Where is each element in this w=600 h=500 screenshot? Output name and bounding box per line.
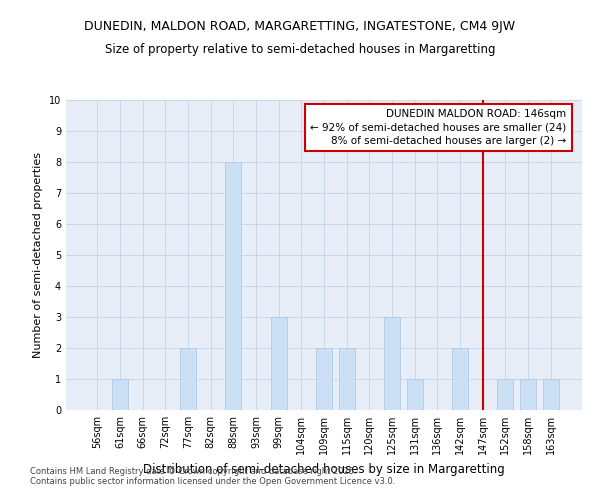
Bar xyxy=(542,379,559,410)
Bar xyxy=(407,379,422,410)
Text: DUNEDIN, MALDON ROAD, MARGARETTING, INGATESTONE, CM4 9JW: DUNEDIN, MALDON ROAD, MARGARETTING, INGA… xyxy=(85,20,515,33)
Bar xyxy=(497,379,513,410)
Bar xyxy=(226,162,241,410)
Y-axis label: Number of semi-detached properties: Number of semi-detached properties xyxy=(34,152,43,358)
Bar xyxy=(271,317,287,410)
Bar xyxy=(112,379,128,410)
Text: Size of property relative to semi-detached houses in Margaretting: Size of property relative to semi-detach… xyxy=(105,42,495,56)
Bar xyxy=(316,348,332,410)
Text: Contains public sector information licensed under the Open Government Licence v3: Contains public sector information licen… xyxy=(30,478,395,486)
X-axis label: Distribution of semi-detached houses by size in Margaretting: Distribution of semi-detached houses by … xyxy=(143,462,505,475)
Bar xyxy=(180,348,196,410)
Bar xyxy=(452,348,468,410)
Bar xyxy=(339,348,355,410)
Bar xyxy=(384,317,400,410)
Bar xyxy=(520,379,536,410)
Text: Contains HM Land Registry data © Crown copyright and database right 2025.: Contains HM Land Registry data © Crown c… xyxy=(30,468,356,476)
Text: DUNEDIN MALDON ROAD: 146sqm
← 92% of semi-detached houses are smaller (24)
8% of: DUNEDIN MALDON ROAD: 146sqm ← 92% of sem… xyxy=(310,110,566,146)
